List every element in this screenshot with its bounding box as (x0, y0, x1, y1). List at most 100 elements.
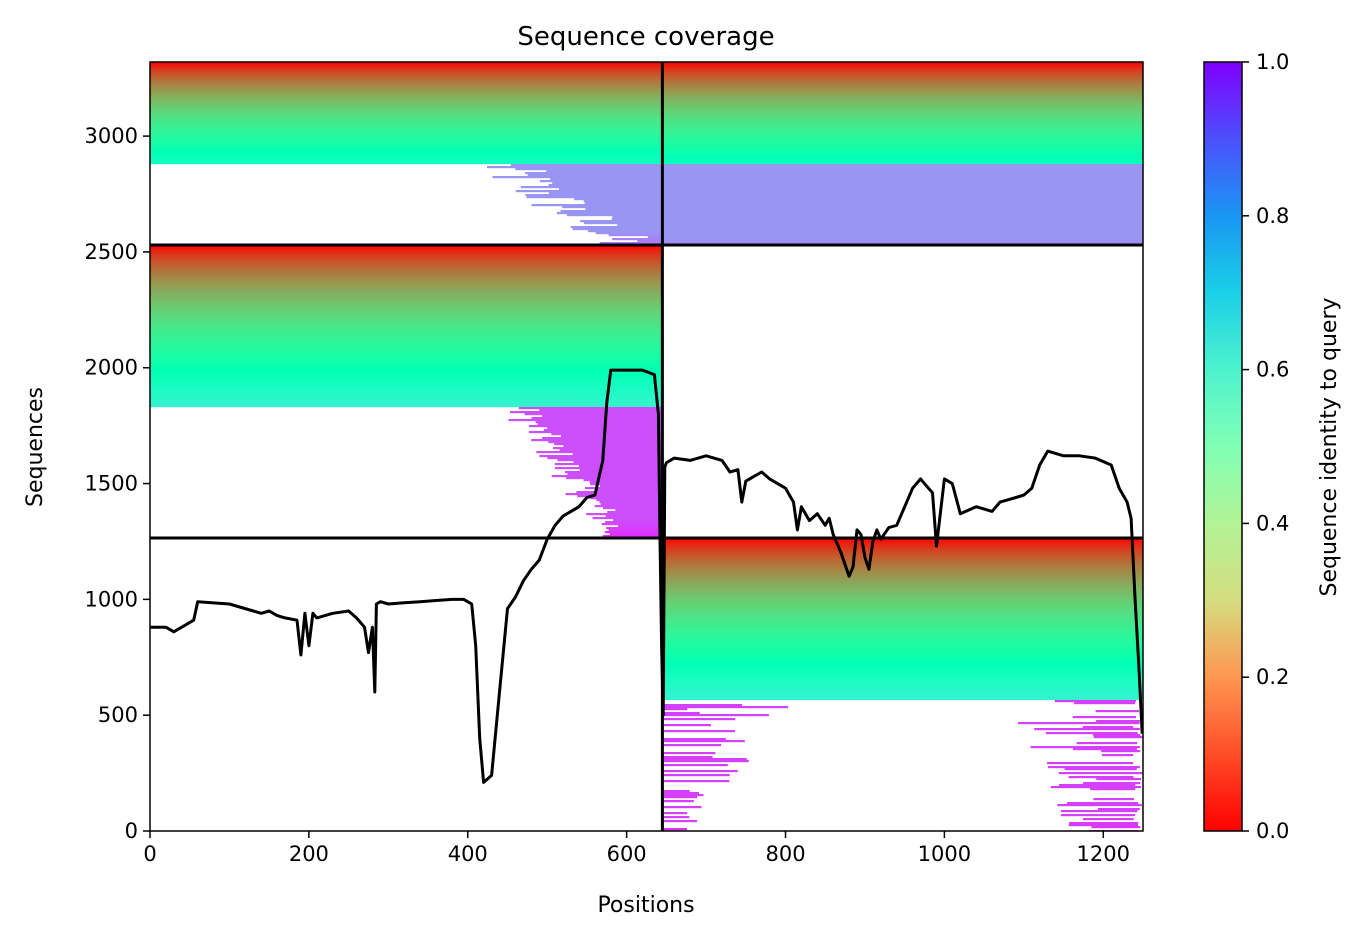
coverage-stripe (662, 646, 1143, 649)
coverage-stripe (615, 509, 663, 512)
coverage-stripe (662, 758, 747, 761)
coverage-stripe (662, 96, 1143, 99)
coverage-stripe (1058, 784, 1136, 787)
coverage-stripe (574, 198, 663, 201)
coverage-stripe (150, 275, 663, 278)
coverage-stripe (662, 764, 728, 767)
coverage-stripe (150, 132, 663, 135)
coverage-stripe (584, 487, 663, 490)
coverage-stripe (1096, 778, 1141, 781)
coverage-stripe (150, 309, 663, 312)
coverage-stripe (150, 74, 663, 77)
coverage-stripe (1067, 802, 1138, 805)
coverage-stripe (150, 84, 663, 87)
coverage-stripe (1072, 716, 1136, 719)
coverage-stripe (602, 535, 663, 538)
coverage-stripe (150, 257, 663, 260)
coverage-stripe (1093, 798, 1134, 801)
coverage-stripe (150, 393, 663, 396)
coverage-stripe (150, 389, 663, 392)
coverage-stripe (662, 76, 1143, 79)
coverage-stripe (662, 582, 1143, 585)
coverage-stripe (662, 674, 1143, 677)
coverage-stripe (662, 816, 690, 819)
coverage-stripe (150, 403, 663, 406)
coverage-stripe (560, 210, 663, 213)
coverage-stripe (150, 365, 663, 368)
coverage-stripe (662, 624, 1143, 627)
coverage-stripe (599, 501, 663, 504)
coverage-stripe (150, 78, 663, 81)
coverage-stripe (542, 437, 663, 440)
coverage-stripe (150, 319, 663, 322)
y-tick-label: 2000 (85, 356, 138, 380)
coverage-stripe (150, 267, 663, 270)
coverage-stripe (150, 331, 663, 334)
coverage-stripe (150, 277, 663, 280)
coverage-stripe (662, 650, 1143, 653)
coverage-stripe (150, 76, 663, 79)
coverage-stripe (662, 672, 1143, 675)
coverage-stripe (662, 738, 726, 741)
coverage-stripe (1093, 734, 1141, 737)
coverage-stripe (662, 616, 1143, 619)
coverage-stripe (662, 160, 1143, 163)
colorbar-gradient (1203, 61, 1243, 832)
coverage-stripe (150, 285, 663, 288)
coverage-stripe (577, 495, 663, 498)
coverage-stripe (662, 708, 688, 711)
coverage-stripe (1091, 826, 1141, 829)
coverage-stripe (1068, 776, 1134, 779)
coverage-stripe (647, 236, 663, 239)
x-axis-label: Positions (597, 893, 694, 918)
coverage-stripe (1047, 762, 1134, 765)
coverage-stripe (150, 98, 663, 101)
coverage-stripe (150, 62, 663, 65)
colorbar-tick-label: 0.8 (1256, 204, 1289, 228)
coverage-stripe (662, 634, 1143, 637)
coverage-stripe (662, 242, 1143, 245)
coverage-stripe (553, 447, 663, 450)
coverage-stripe (662, 214, 1143, 217)
coverage-stripe (662, 94, 1143, 97)
coverage-stripe (662, 696, 1143, 699)
coverage-stripe (662, 170, 1143, 173)
coverage-stripe (535, 421, 663, 424)
coverage-stripe (515, 168, 663, 171)
coverage-stripe (662, 790, 690, 793)
coverage-stripe (580, 220, 663, 223)
coverage-stripe (150, 122, 663, 125)
coverage-stripe (662, 584, 1143, 587)
coverage-stripe (600, 485, 663, 488)
coverage-stripe (662, 116, 1143, 119)
x-tick-label: 600 (607, 842, 647, 866)
coverage-stripe (1073, 748, 1137, 751)
coverage-stripe (150, 329, 663, 332)
coverage-stripe (150, 104, 663, 107)
coverage-stripe (547, 457, 663, 460)
coverage-stripe (662, 806, 702, 809)
coverage-stripe (662, 138, 1143, 141)
coverage-stripe (662, 566, 1143, 569)
coverage-stripe (662, 186, 1143, 189)
coverage-stripe (150, 106, 663, 109)
coverage-stripe (1097, 808, 1140, 811)
coverage-stripe (662, 614, 1143, 617)
coverage-stripe (662, 192, 1143, 195)
coverage-stripe (662, 560, 1143, 563)
coverage-stripe (662, 212, 1143, 215)
coverage-stripe (662, 544, 1143, 547)
coverage-stripe (150, 261, 663, 264)
coverage-stripe (662, 158, 1143, 161)
coverage-stripe (1101, 750, 1141, 753)
coverage-stripe (543, 429, 663, 432)
coverage-stripe (150, 116, 663, 119)
coverage-stripe (662, 612, 1143, 615)
coverage-stripe (1076, 742, 1138, 745)
coverage-stripe (606, 527, 663, 530)
coverage-stripe (662, 680, 1143, 683)
coverage-stripe (559, 449, 663, 452)
coverage-stripe (662, 752, 716, 755)
coverage-stripe (150, 381, 663, 384)
coverage-stripe (150, 339, 663, 342)
